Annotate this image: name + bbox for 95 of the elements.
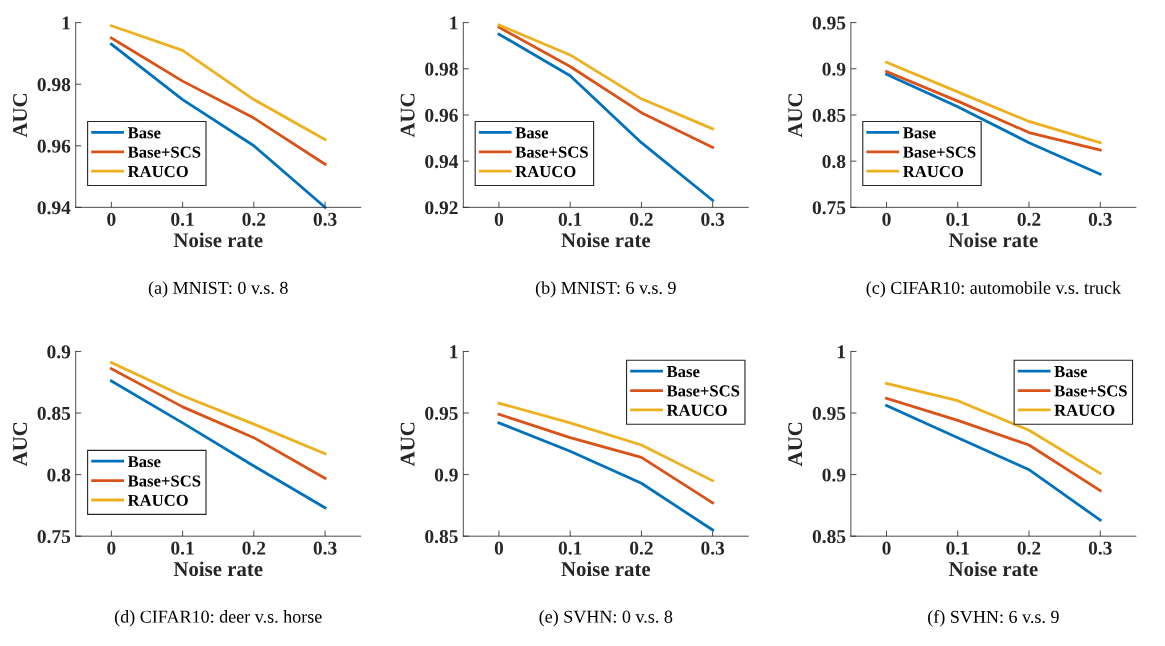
x-tick-label: 0.3 <box>1088 212 1112 226</box>
legend-label: RAUCO <box>515 165 576 178</box>
legend-label: Base+SCS <box>127 146 201 158</box>
y-tick-label: 0.9 <box>822 62 846 76</box>
y-axis-title: AUC <box>13 422 28 467</box>
text: (c) CIFAR10: automobile v.s. truck <box>866 281 1122 298</box>
y-tick-label: 0.9 <box>434 468 458 482</box>
legend-label: Base <box>666 366 700 378</box>
line-series <box>109 24 327 141</box>
y-tick-label: 0.85 <box>37 406 71 421</box>
y-tick-label: 0.75 <box>37 530 71 544</box>
y-tick-label: 0.95 <box>812 406 846 421</box>
legend-label: Base+SCS <box>903 146 976 158</box>
x-tick-label: 0.1 <box>946 541 969 555</box>
y-tick-label: 1 <box>450 16 458 30</box>
y-tick-label: 0.85 <box>812 530 846 544</box>
legend-label: RAUCO <box>666 404 727 416</box>
y-axis-title: AUC <box>400 94 415 138</box>
x-tick-label: 0.2 <box>1017 541 1041 555</box>
y-tick-label: 0.95 <box>812 16 846 30</box>
x-axis-title: Noise rate <box>561 232 651 248</box>
x-tick-label: 0.3 <box>701 212 725 226</box>
x-tick-label: 0 <box>882 212 891 226</box>
y-axis-title: AUC <box>13 94 28 138</box>
y-tick-label: 0.96 <box>425 108 458 122</box>
legend-label: Base <box>127 456 161 468</box>
x-tick-label: 0.2 <box>242 212 266 226</box>
y-tick-label: 0.95 <box>425 406 458 421</box>
y-axis-title: AUC <box>788 422 803 467</box>
y-tick-label: 0.98 <box>37 78 71 92</box>
x-tick-label: 0.2 <box>242 541 266 555</box>
y-tick-label: 0.94 <box>425 154 459 169</box>
line-series <box>109 42 327 209</box>
y-tick-label: 0.85 <box>812 108 846 122</box>
y-axis-title: AUC <box>788 94 803 138</box>
line-series <box>109 36 327 166</box>
line-series <box>109 379 327 510</box>
x-tick-label: 0 <box>107 212 116 226</box>
x-tick-label: 0.3 <box>701 541 725 555</box>
text: (b) MNIST: 6 v.s. 9 <box>535 281 676 298</box>
y-tick-label: 0.8 <box>822 154 846 169</box>
x-axis-title: Noise rate <box>948 561 1038 577</box>
x-tick-label: 0 <box>494 541 504 555</box>
y-tick-label: 0.92 <box>425 201 458 215</box>
x-tick-label: 0.1 <box>171 541 194 555</box>
x-axis-title: Noise rate <box>173 561 263 577</box>
y-tick-label: 0.94 <box>37 201 71 215</box>
x-tick-label: 0 <box>882 541 891 555</box>
x-axis-title: Noise rate <box>173 232 263 248</box>
x-tick-label: 0.1 <box>558 541 582 555</box>
y-tick-label: 0.85 <box>425 530 458 544</box>
line-series <box>885 72 1102 176</box>
legend-label: Base+SCS <box>515 146 588 158</box>
legend-label: Base <box>903 127 936 139</box>
line-series <box>497 421 715 532</box>
y-tick-label: 0.9 <box>47 345 71 359</box>
legend-label: Base <box>515 127 549 139</box>
x-tick-label: 0.2 <box>630 541 653 555</box>
y-tick-label: 1 <box>450 345 458 359</box>
legend-label: Base+SCS <box>666 385 740 397</box>
x-tick-label: 0.3 <box>1088 541 1112 555</box>
x-tick-label: 0 <box>494 212 504 226</box>
y-axis-title: AUC <box>400 422 415 467</box>
x-tick-label: 0.3 <box>313 212 337 226</box>
line-series <box>497 32 715 202</box>
legend-label: RAUCO <box>127 494 188 506</box>
x-tick-label: 0.2 <box>630 212 653 226</box>
y-tick-label: 1 <box>62 16 70 30</box>
text: (a) MNIST: 0 v.s. 8 <box>148 281 288 298</box>
y-tick-label: 0.9 <box>822 468 846 482</box>
x-tick-label: 0.1 <box>171 212 194 226</box>
legend-label: RAUCO <box>1054 404 1115 416</box>
legend-label: Base+SCS <box>127 475 201 487</box>
y-tick-label: 0.8 <box>47 468 71 482</box>
legend-label: Base <box>1054 366 1088 378</box>
text: (f) SVHN: 6 v.s. 9 <box>928 610 1059 627</box>
y-tick-label: 0.75 <box>812 201 846 215</box>
y-tick-label: 0.98 <box>425 62 458 76</box>
text: (e) SVHN: 0 v.s. 8 <box>539 610 673 627</box>
x-tick-label: 0.2 <box>1017 212 1041 226</box>
legend-label: RAUCO <box>903 165 964 178</box>
x-tick-label: 0.1 <box>946 212 969 226</box>
legend-label: RAUCO <box>127 165 188 178</box>
x-axis-title: Noise rate <box>561 561 651 577</box>
x-axis-title: Noise rate <box>948 232 1038 248</box>
x-tick-label: 0.3 <box>313 541 337 555</box>
line-series <box>109 361 327 456</box>
y-tick-label: 1 <box>837 345 846 359</box>
legend-label: Base <box>127 127 161 139</box>
text: (d) CIFAR10: deer v.s. horse <box>114 610 322 627</box>
y-tick-label: 0.96 <box>37 139 71 153</box>
legend-label: Base+SCS <box>1054 385 1127 397</box>
x-tick-label: 0 <box>107 541 116 555</box>
x-tick-label: 0.1 <box>558 212 582 226</box>
line-series <box>885 60 1102 145</box>
